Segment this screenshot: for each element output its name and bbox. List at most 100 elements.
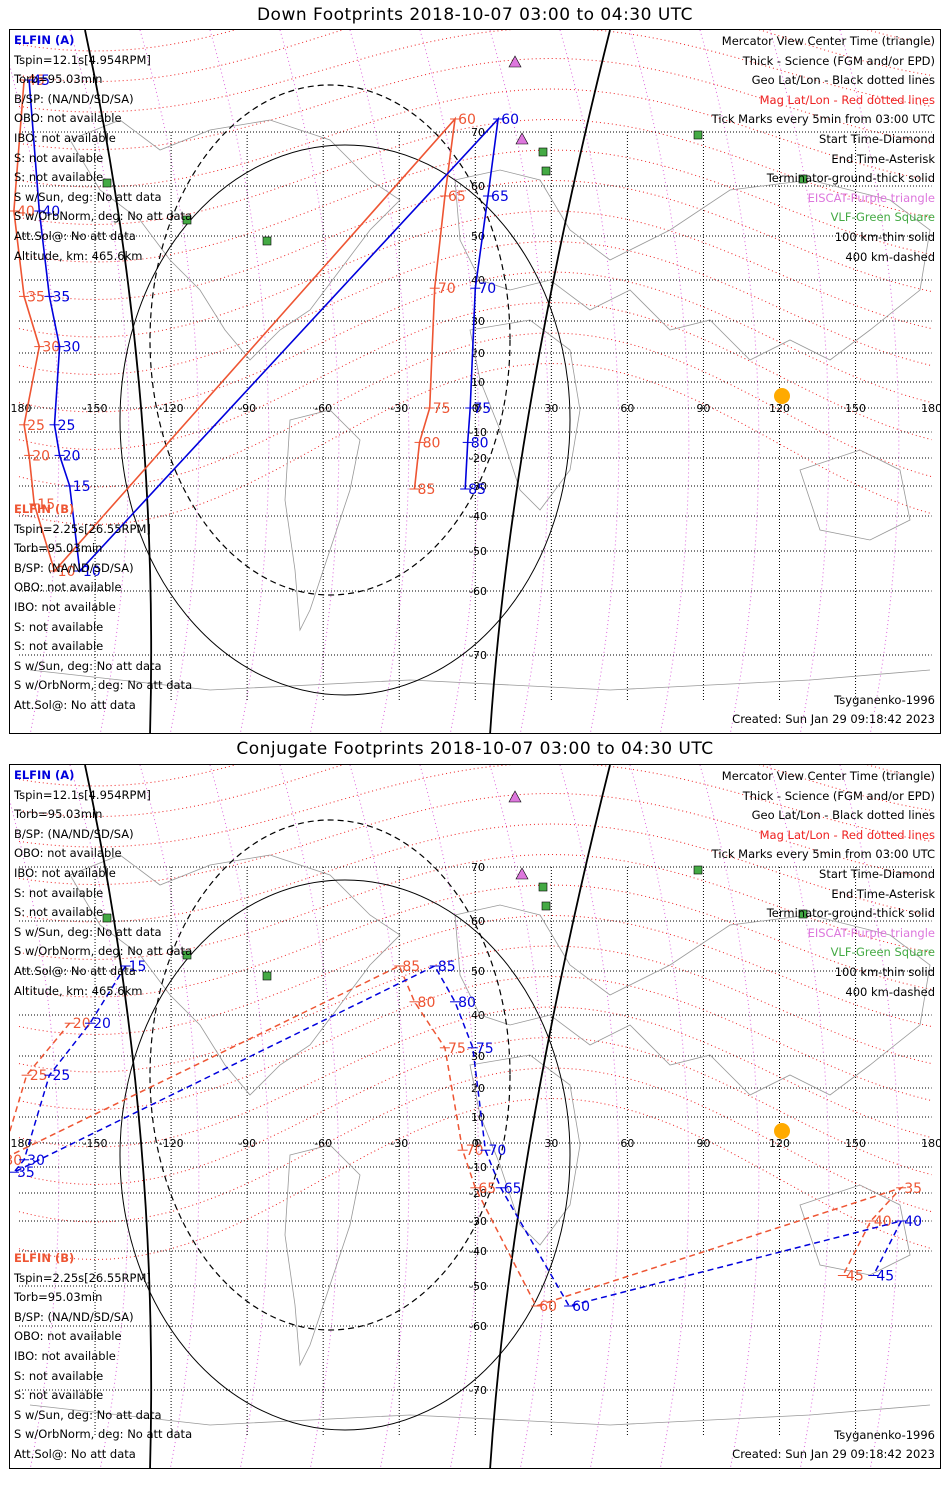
mag-lon-line: [839, 30, 900, 733]
lon-tick-label: 90: [696, 402, 710, 415]
elfin-a-line: OBO: not available: [14, 111, 122, 126]
elfin-b-time-label: 60: [458, 112, 476, 128]
created-label: Created: Sun Jan 29 09:18:42 2023: [732, 712, 935, 727]
elfin-a-line: S: not available: [14, 170, 104, 185]
lat-tick-label: -20: [469, 452, 487, 465]
legend-item: Tick Marks every 5min from 03:00 UTC: [711, 847, 935, 862]
elfin-b-track: [13, 79, 457, 573]
lon-tick-label: 0: [472, 402, 479, 415]
lat-tick-label: 30: [471, 1050, 485, 1063]
elfin-a-line: B/SP: (NA/ND/SD/SA): [14, 91, 134, 106]
elfin-a-info: ELFIN (A) Tspin=12.1s[4.954RPM] Torb=95.…: [14, 31, 192, 266]
elfin-b-line: S: not available: [14, 639, 104, 654]
elfin-b-time-label: 20: [73, 1016, 91, 1032]
lon-tick-label: -120: [159, 402, 184, 415]
elfin-b-line: S: not available: [14, 1368, 104, 1383]
coastline: [454, 169, 931, 361]
elfin-a-time-label: 45: [32, 73, 50, 89]
terminator-line: [489, 765, 611, 1468]
elfin-a-line: Tspin=12.1s[4.954RPM]: [14, 787, 151, 802]
coastline: [284, 1144, 361, 1367]
oval-400km: [149, 819, 511, 1331]
elfin-a-time-label: 25: [53, 1068, 71, 1084]
elfin-a-time-label: 80: [471, 435, 489, 451]
elfin-a-line: S w/Sun, deg: No att data: [14, 924, 162, 939]
mag-lon-line: [139, 30, 200, 733]
mag-lon-line: [139, 765, 200, 1468]
footer-right: Tsyganenko-1996 Created: Sun Jan 29 09:1…: [732, 1426, 935, 1465]
elfin-b-time-label: 75: [433, 401, 451, 417]
mag-lon-line: [10, 799, 60, 1468]
elfin-b-line: IBO: not available: [14, 599, 116, 614]
legend-item: VLF-Green Square: [830, 945, 935, 960]
elfin-b-line: Torb=95.03min: [14, 541, 103, 556]
elfin-a-line: IBO: not available: [14, 865, 116, 880]
vlf-square: [541, 901, 551, 911]
mag-lat-line: [18, 30, 932, 83]
lon-tick-label: -150: [83, 402, 108, 415]
vlf-square: [102, 178, 112, 188]
elfin-a-line: S w/OrbNorm, deg: No att data: [14, 209, 193, 224]
oval-100km: [119, 144, 571, 696]
elfin-b-info: ELFIN (B) Tspin=2.25s[26.55RPM] Torb=95.…: [14, 500, 192, 716]
model-label: Tsyganenko-1996: [834, 692, 935, 707]
elfin-b-title: ELFIN (B): [14, 1251, 75, 1265]
lat-tick-label: -70: [469, 1384, 487, 1397]
mag-lon-line: [769, 30, 830, 733]
elfin-b-time-label: 15: [37, 497, 55, 513]
elfin-b-line: S w/Sun, deg: No att data: [14, 658, 162, 673]
mag-lat-line: [18, 57, 932, 151]
elfin-b-line: Att.Sol@: No att data: [14, 1446, 136, 1461]
elfin-a-title: ELFIN (A): [14, 33, 75, 47]
lon-tick-label: -30: [390, 1137, 408, 1150]
elfin-b-line: OBO: not available: [14, 1329, 122, 1344]
mag-lon-line: [629, 30, 690, 733]
coastline: [469, 319, 581, 511]
elfin-a-time-label: 65: [491, 189, 509, 205]
legend-item: Mercator View Center Time (triangle): [721, 34, 935, 48]
elfin-b-line: OBO: not available: [14, 580, 122, 595]
legend-item: Terminator-ground-thick solid: [766, 906, 935, 921]
mag-lon-line: [699, 30, 760, 733]
elfin-a-line: Tspin=12.1s[4.954RPM]: [14, 52, 151, 67]
lon-tick-label: 150: [845, 1137, 866, 1150]
eiscat-triangle: [515, 132, 529, 145]
mag-lon-line: [839, 765, 900, 1468]
elfin-b-info: ELFIN (B) Tspin=2.25s[26.55RPM] Torb=95.…: [14, 1249, 192, 1465]
elfin-b-time-label: 65: [448, 189, 466, 205]
mag-lon-line: [349, 765, 410, 1468]
elfin-a-time-label: 60: [572, 1299, 590, 1315]
mag-lon-line: [69, 30, 130, 733]
elfin-b-line: S: not available: [14, 619, 104, 634]
elfin-b-time-label: 30: [10, 1153, 22, 1169]
elfin-b-time-label: 35: [27, 289, 45, 305]
elfin-a-time-label: 70: [489, 1143, 507, 1159]
lat-tick-label: -30: [469, 1215, 487, 1228]
elfin-b-track: [10, 964, 904, 1307]
lon-tick-label: 120: [769, 402, 790, 415]
vlf-square: [693, 130, 703, 140]
mag-lon-line: [559, 765, 620, 1468]
elfin-b-time-label: 60: [539, 1299, 557, 1315]
mag-lon-line: [209, 765, 270, 1468]
mag-lat-line: [18, 792, 932, 886]
legend-item: VLF-Green Square: [830, 210, 935, 225]
lon-tick-label: -30: [390, 402, 408, 415]
elfin-a-time-label: 75: [473, 401, 491, 417]
elfin-b-time-label: 25: [27, 418, 45, 434]
elfin-b-line: S w/Sun, deg: No att data: [14, 1407, 162, 1422]
legend-item: End Time-Asterisk: [831, 151, 935, 166]
coastline: [29, 669, 931, 691]
elfin-a-line: Att.Sol@: No att data: [14, 228, 136, 243]
elfin-a-time-label: 10: [83, 564, 101, 580]
elfin-a-time-label: 20: [93, 1016, 111, 1032]
legend-item: Geo Lat/Lon - Black dotted lines: [751, 808, 935, 823]
lon-tick-label: 150: [845, 402, 866, 415]
coastline: [454, 904, 931, 1096]
elfin-a-line: S: not available: [14, 885, 104, 900]
mag-lon-line: [489, 30, 550, 733]
elfin-a-line: Torb=95.03min: [14, 72, 103, 87]
panel-title: Down Footprints 2018-10-07 03:00 to 04:3…: [256, 5, 694, 25]
mag-lat-line: [18, 149, 932, 263]
mag-lat-line: [18, 118, 932, 226]
